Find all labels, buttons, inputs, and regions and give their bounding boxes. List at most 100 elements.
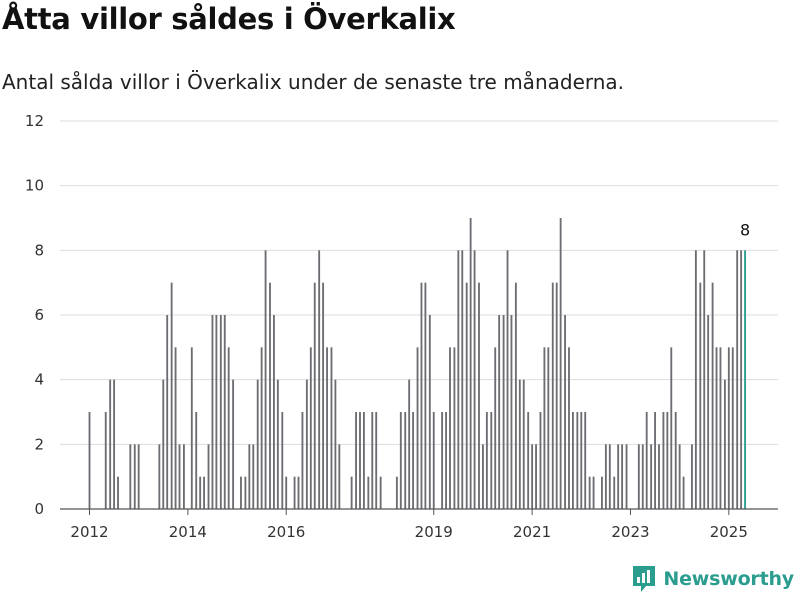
bar <box>711 282 714 509</box>
bar <box>190 347 193 509</box>
bar <box>232 379 235 509</box>
bar <box>555 282 558 509</box>
bar <box>113 379 116 509</box>
bar <box>129 444 132 509</box>
x-tick-label: 2012 <box>70 523 108 541</box>
bar <box>244 476 247 509</box>
bar <box>367 476 370 509</box>
bar <box>371 412 374 509</box>
bar <box>207 444 210 509</box>
bar <box>461 250 464 510</box>
bar <box>252 444 255 509</box>
bar <box>273 315 275 509</box>
bar <box>276 379 279 509</box>
y-tick-label: 6 <box>34 306 44 324</box>
x-tick-label: 2023 <box>611 523 649 541</box>
y-tick-label: 12 <box>25 112 44 130</box>
bar <box>465 282 468 509</box>
bar <box>338 444 341 509</box>
bar <box>432 412 435 509</box>
bar <box>260 347 263 509</box>
bar <box>375 412 378 509</box>
page-title: Åtta villor såldes i Överkalix <box>2 2 456 36</box>
y-tick-label: 4 <box>34 371 44 389</box>
bar <box>502 315 505 509</box>
bar <box>305 379 308 509</box>
bar <box>482 444 484 509</box>
bar <box>399 412 402 509</box>
bar <box>498 315 501 509</box>
bar <box>137 444 140 509</box>
bar <box>547 347 550 509</box>
bar <box>158 444 161 509</box>
bar <box>691 444 693 509</box>
bar <box>416 347 419 509</box>
chart-logo-icon <box>633 566 656 592</box>
bar <box>654 412 656 509</box>
y-tick-label: 8 <box>34 241 44 259</box>
bar <box>117 476 119 509</box>
data-labels: 8 <box>740 220 750 239</box>
bar <box>592 476 595 509</box>
bar <box>211 315 214 509</box>
bar <box>613 476 616 509</box>
bar <box>719 347 722 509</box>
x-tick-label: 2021 <box>513 523 551 541</box>
bar <box>723 379 726 509</box>
bar <box>510 315 513 509</box>
bar <box>478 282 480 509</box>
bar <box>285 476 288 509</box>
bar <box>240 476 242 509</box>
page-subtitle: Antal sålda villor i Överkalix under de … <box>2 70 625 94</box>
bar <box>604 444 607 509</box>
bar <box>601 476 603 509</box>
bar <box>662 412 665 509</box>
y-tick-label: 10 <box>25 177 44 195</box>
bar <box>580 412 583 509</box>
bar <box>133 444 136 509</box>
bar <box>531 444 534 509</box>
bar <box>699 282 702 509</box>
bar <box>494 347 497 509</box>
brand-logo: Newsworthy <box>631 564 794 594</box>
bar <box>457 250 460 510</box>
bar <box>666 412 669 509</box>
bar <box>625 444 628 509</box>
bar <box>334 379 337 509</box>
bar <box>731 347 734 509</box>
brand-name: Newsworthy <box>663 568 794 590</box>
bar <box>568 347 570 509</box>
bar <box>670 347 673 509</box>
bar <box>408 379 411 509</box>
bar <box>350 476 353 509</box>
x-tick-label: 2014 <box>169 523 207 541</box>
bar <box>379 476 382 509</box>
bar <box>301 412 304 509</box>
bar <box>248 444 251 509</box>
y-tick-label: 0 <box>34 500 44 518</box>
bar <box>445 412 447 509</box>
bar <box>535 444 537 509</box>
bar <box>330 347 333 509</box>
bar <box>412 412 415 509</box>
bar <box>707 315 710 509</box>
bar <box>645 412 648 509</box>
bar <box>404 412 407 509</box>
bar <box>736 250 739 510</box>
bar <box>183 444 185 509</box>
bar <box>109 379 112 509</box>
bar <box>637 444 640 509</box>
bar <box>166 315 169 509</box>
x-tick-label: 2016 <box>267 523 305 541</box>
bar <box>682 476 685 509</box>
x-axis: 2012 2014 2016 2019 2021 2023 2025 <box>60 508 778 541</box>
bar <box>227 347 230 509</box>
bar <box>674 412 677 509</box>
bar <box>617 444 620 509</box>
bar <box>584 412 587 509</box>
bar <box>178 444 181 509</box>
bar <box>453 347 456 509</box>
bar <box>527 412 530 509</box>
y-tick-label: 2 <box>34 435 44 453</box>
